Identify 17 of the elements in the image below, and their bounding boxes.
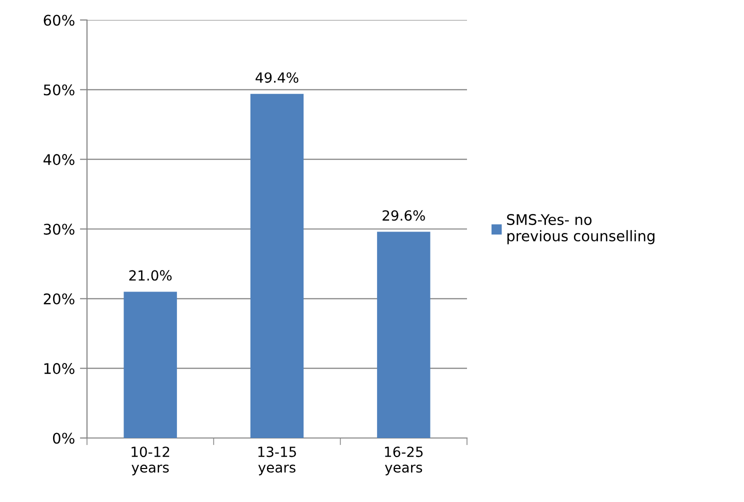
data-label: 49.4% [256, 72, 298, 83]
y-tick-label: 40% [43, 154, 74, 166]
data-label: 29.6% [382, 210, 425, 221]
bar [250, 94, 304, 438]
y-tick-label: 60% [44, 14, 74, 26]
bar [377, 232, 430, 438]
y-tick-label: 10% [44, 363, 74, 374]
x-tick-label: 10-12 years [132, 446, 170, 476]
y-tick-label: 30% [44, 224, 74, 235]
bar [124, 292, 177, 438]
x-tick-label: 13-15 years [258, 446, 296, 476]
legend-label: SMS-Yes- no previous counselling [507, 214, 654, 244]
x-tick-label: 16-25 years [384, 446, 423, 476]
y-tick-label: 20% [44, 293, 74, 304]
y-tick-label: 50% [44, 84, 74, 96]
y-tick-label: 0% [53, 432, 74, 444]
data-label: 21.0% [129, 270, 172, 281]
